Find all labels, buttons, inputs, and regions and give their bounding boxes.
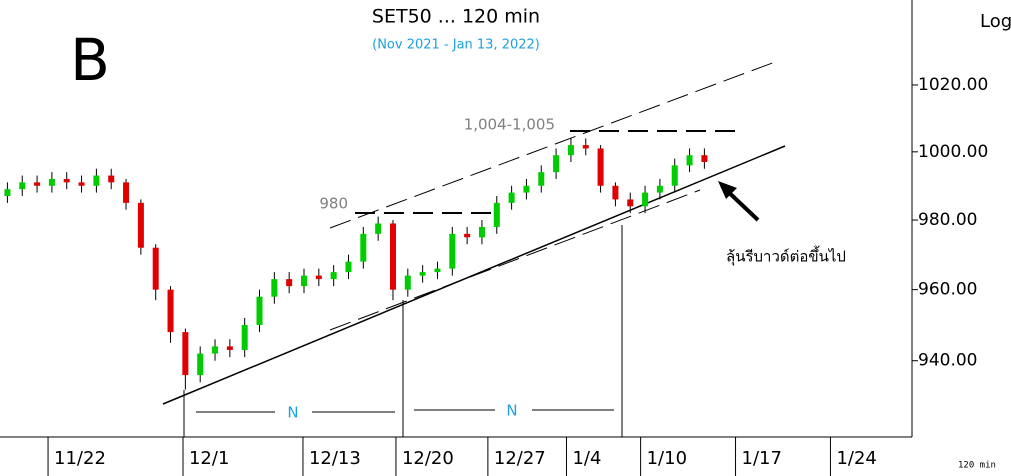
candle-body: [315, 275, 322, 280]
candle-body: [597, 148, 604, 186]
candle-body: [78, 182, 85, 186]
annotation: N: [506, 402, 517, 420]
scale-label: Log: [980, 11, 1011, 32]
candle-body: [567, 145, 574, 156]
candle-body: [286, 279, 293, 287]
candle-body: [93, 175, 100, 186]
candle-body: [167, 289, 174, 333]
candle-body: [627, 199, 634, 207]
candle-body: [686, 155, 693, 166]
candle-body: [345, 261, 352, 273]
candle-body: [330, 272, 337, 280]
x-tick-label: 11/22: [54, 448, 106, 469]
candle-body: [671, 165, 678, 186]
arrow-head: [718, 181, 737, 199]
y-tick-label: 1000.00: [918, 142, 988, 162]
candle-body: [419, 272, 426, 276]
x-tick-label: 1/24: [836, 448, 876, 469]
candle-body: [19, 182, 26, 190]
candle-body: [301, 275, 307, 287]
interval-label: 120 min: [958, 461, 996, 471]
x-tick-label: 12/27: [494, 448, 546, 469]
candle-body: [226, 346, 233, 350]
candle-body: [464, 233, 471, 238]
candle-body: [4, 189, 11, 197]
x-tick-label: 12/20: [402, 448, 454, 469]
annotation: 1,004-1,005: [464, 116, 555, 134]
candle-body: [389, 223, 396, 290]
chart-title: SET50 ... 120 min: [372, 6, 540, 28]
x-tick-label: 12/13: [309, 448, 361, 469]
candle-body: [493, 202, 500, 227]
candle-body: [212, 346, 219, 354]
annotation: 980: [319, 195, 348, 213]
x-tick-label: 1/10: [647, 448, 687, 469]
y-tick-label: 1020.00: [918, 75, 988, 95]
candle-body: [523, 185, 530, 193]
candle-body: [63, 178, 70, 183]
candle-body: [197, 353, 204, 376]
candle-body: [256, 296, 263, 325]
candle-body: [152, 247, 159, 290]
chart-subtitle: (Nov 2021 - Jan 13, 2022): [372, 38, 540, 53]
candle-body: [182, 332, 189, 376]
candle-body: [434, 268, 441, 273]
annotation: N: [287, 404, 298, 422]
candle-body: [538, 172, 545, 186]
candle-body: [582, 145, 589, 149]
y-tick-label: 980.00: [918, 210, 977, 230]
candle-body: [34, 182, 41, 186]
candle-body: [642, 192, 649, 207]
candle-body: [271, 279, 278, 297]
y-tick-label: 960.00: [918, 280, 977, 300]
channel-line: [329, 61, 776, 229]
candle-body: [478, 226, 485, 238]
candle-body: [553, 155, 560, 173]
candle-body: [701, 155, 708, 162]
candle-body: [360, 233, 367, 262]
candle-body: [241, 324, 248, 350]
x-tick-label: 1/4: [572, 448, 601, 469]
candle-body: [108, 175, 115, 183]
candle-body: [375, 223, 382, 234]
candle-body: [123, 182, 130, 203]
x-tick-label: 12/1: [189, 448, 229, 469]
y-tick-label: 940.00: [918, 351, 977, 371]
candle-body: [656, 185, 663, 193]
candle-body: [48, 178, 55, 186]
channel-line: [329, 189, 701, 331]
panel-label: B: [70, 26, 110, 94]
candle-body: [137, 202, 144, 248]
candle-body: [449, 233, 456, 269]
candle-body: [612, 185, 619, 200]
annotation: ลุ้นรีบาวด์ต่อขึ้นไป: [726, 246, 846, 267]
candle-body: [508, 192, 515, 203]
x-tick-label: 1/17: [742, 448, 782, 469]
candle-body: [404, 275, 411, 290]
